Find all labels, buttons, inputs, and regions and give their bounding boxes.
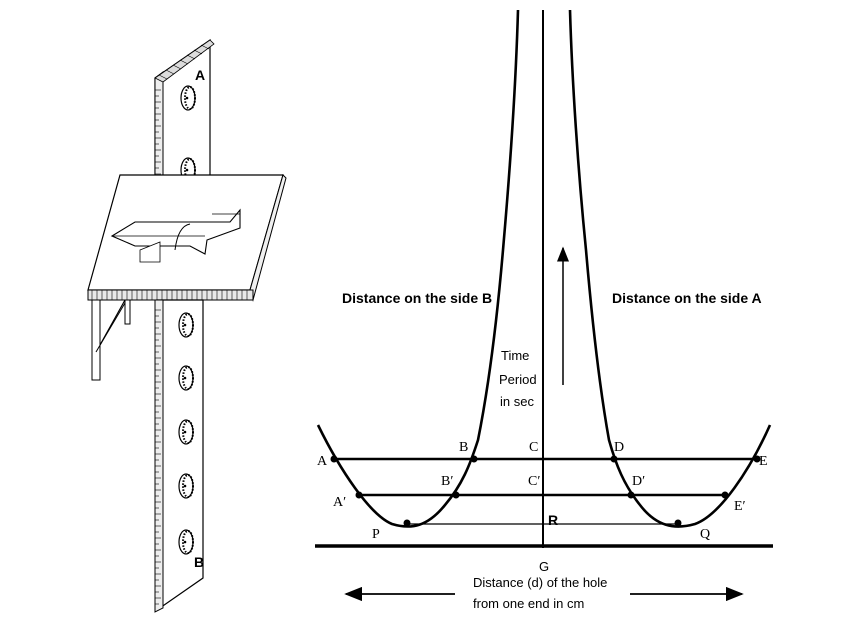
label-q: Q bbox=[700, 527, 710, 542]
hole bbox=[180, 85, 196, 111]
label-c-prime: C′ bbox=[528, 474, 540, 489]
label-b: B bbox=[459, 440, 468, 455]
label-d: D bbox=[614, 440, 624, 455]
point-e-prime bbox=[721, 491, 729, 499]
hole bbox=[178, 419, 194, 445]
point-p bbox=[403, 519, 411, 527]
side-b-label: Distance on the side B bbox=[342, 290, 492, 306]
hole-label-b: B bbox=[194, 554, 204, 570]
label-r: R bbox=[548, 512, 558, 528]
point-q bbox=[674, 519, 682, 527]
point-d-prime bbox=[627, 491, 635, 499]
point-e bbox=[753, 455, 761, 463]
point-b-prime bbox=[452, 491, 460, 499]
x-axis-label-line2: from one end in cm bbox=[473, 596, 584, 611]
hole bbox=[178, 529, 194, 555]
point-a-prime bbox=[355, 491, 363, 499]
label-b-prime: B′ bbox=[441, 474, 453, 489]
bar-pendulum-drawing: A B bbox=[87, 38, 287, 613]
x-axis-label-line1: Distance (d) of the hole bbox=[473, 575, 607, 590]
y-axis-label-line3: in sec bbox=[500, 394, 534, 409]
hole bbox=[178, 473, 194, 499]
hole bbox=[178, 312, 194, 338]
hole bbox=[178, 365, 194, 391]
label-g: G bbox=[539, 559, 549, 574]
curve-side-b bbox=[316, 9, 520, 528]
bar-lower bbox=[154, 299, 204, 613]
point-b bbox=[470, 455, 478, 463]
label-c: C bbox=[529, 440, 538, 455]
hole-label-a: A bbox=[195, 67, 205, 83]
label-p: P bbox=[372, 527, 380, 542]
curve-side-a bbox=[568, 9, 772, 528]
label-a: A bbox=[317, 454, 328, 469]
label-d-prime: D′ bbox=[632, 474, 645, 489]
label-a-prime: A′ bbox=[333, 495, 346, 510]
side-a-label: Distance on the side A bbox=[612, 290, 762, 306]
y-axis-label-line1: Time bbox=[501, 348, 529, 363]
y-axis-label-line2: Period bbox=[499, 372, 537, 387]
point-d bbox=[610, 455, 618, 463]
time-period-graph: Distance on the side B Distance on the s… bbox=[315, 9, 773, 611]
point-a bbox=[330, 455, 338, 463]
label-e: E bbox=[759, 454, 768, 469]
knife-edge bbox=[110, 208, 241, 263]
label-e-prime: E′ bbox=[734, 499, 746, 514]
